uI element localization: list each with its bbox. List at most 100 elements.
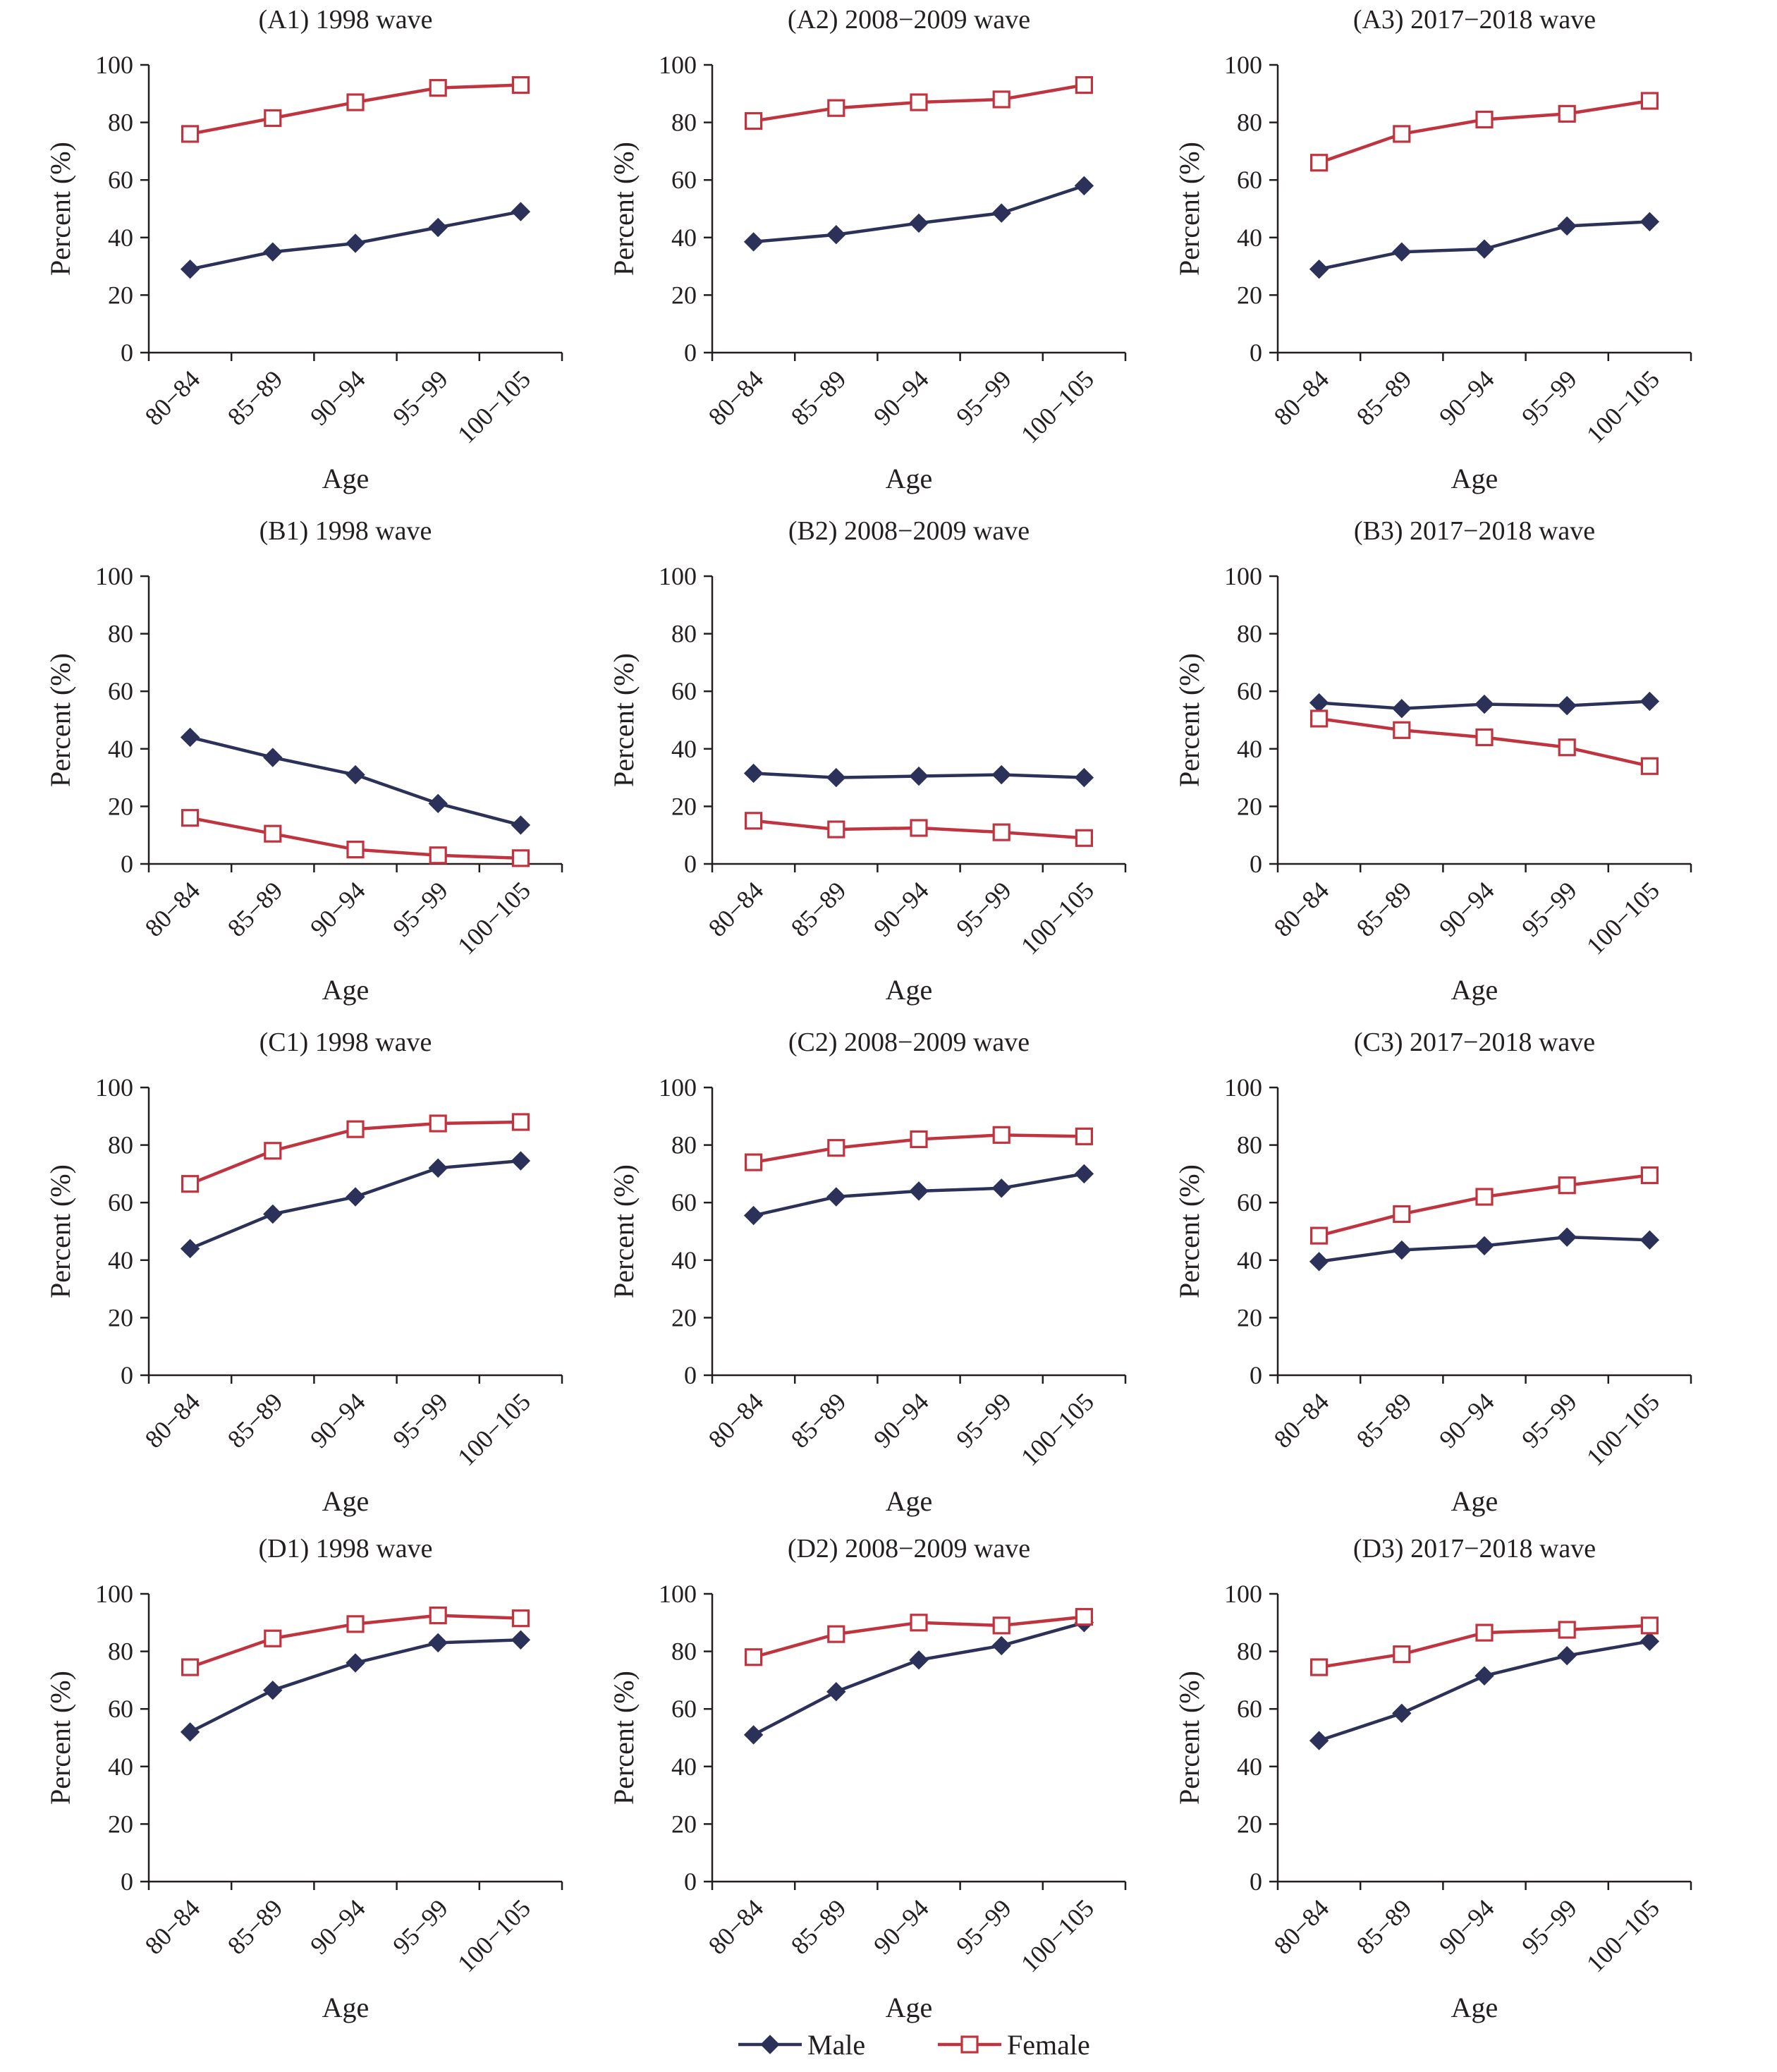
y-tick-label: 0	[684, 339, 697, 367]
x-tick-label: 90−94	[1434, 876, 1500, 942]
male-data-point	[1474, 1236, 1494, 1256]
x-tick-label: 90−94	[868, 1894, 934, 1960]
y-tick-label: 80	[671, 109, 697, 137]
y-tick-label: 80	[108, 1131, 133, 1159]
chart-panel: (D2) 2008−2009 wave 0 20 40 60 80 100 80−84 85−8…	[608, 1534, 1127, 2023]
y-tick-label: 80	[671, 1131, 697, 1159]
x-axis-label: Age	[886, 1485, 933, 1517]
female-data-point	[181, 1175, 200, 1193]
male-data-point	[428, 793, 448, 814]
female-data-point	[992, 90, 1010, 109]
chart-title: (D1) 1998 wave	[259, 1534, 433, 1564]
female-data-point	[181, 809, 200, 827]
male-data-point	[346, 764, 365, 785]
female-data-point	[346, 1615, 365, 1633]
female-data-point	[744, 1648, 763, 1666]
female-data-point	[1640, 1616, 1659, 1635]
y-tick-label: 60	[1237, 166, 1262, 194]
female-data-point	[264, 109, 282, 128]
chart-panel: (B2) 2008−2009 wave 0 20 40 60 80 100 80−84 85−8…	[608, 516, 1127, 1006]
y-tick-label: 60	[108, 677, 133, 705]
y-tick-label: 60	[108, 166, 133, 194]
y-axis-label: Percent (%)	[608, 1164, 640, 1298]
chart-panel: (C2) 2008−2009 wave 0 20 40 60 80 100 80−84 85−8…	[608, 1028, 1127, 1517]
x-axis-label: Age	[886, 1992, 933, 2023]
x-tick-label: 100−105	[1581, 1894, 1665, 1977]
male-data-point	[1074, 767, 1094, 788]
female-data-point	[429, 846, 447, 865]
male-data-point	[826, 767, 846, 788]
chart-panel: (C1) 1998 wave 0 20 40 60 80 100 80−84 85−89 90−9…	[44, 1028, 563, 1517]
y-tick-label: 0	[121, 339, 133, 367]
x-tick-label: 90−94	[868, 365, 934, 431]
x-tick-label: 90−94	[1434, 1894, 1500, 1960]
x-tick-label: 100−105	[1015, 1894, 1099, 1977]
female-series-line	[1318, 99, 1650, 164]
female-data-point	[1309, 709, 1329, 728]
male-data-point	[991, 203, 1011, 223]
male-data-point	[909, 1650, 929, 1670]
legend-marker-male	[760, 2035, 780, 2054]
female-data-point	[1558, 1176, 1576, 1195]
male-data-point	[180, 1722, 200, 1742]
male-series-line	[1318, 1640, 1650, 1743]
chart-title: (D2) 2008−2009 wave	[788, 1534, 1030, 1564]
y-tick-label: 100	[1224, 562, 1262, 590]
y-axis-label: Percent (%)	[608, 1671, 640, 1805]
x-tick-label: 80−84	[1269, 876, 1335, 942]
y-tick-label: 60	[108, 1188, 133, 1217]
x-tick-label: 95−99	[951, 1387, 1017, 1454]
y-tick-label: 40	[108, 224, 133, 252]
y-tick-label: 0	[1250, 850, 1262, 878]
x-axis-label: Age	[322, 1485, 370, 1517]
x-tick-label: 95−99	[387, 876, 453, 942]
chart-panel: (D1) 1998 wave 0 20 40 60 80 100 80−84 85−89 90−9…	[44, 1534, 563, 2023]
male-data-point	[263, 748, 283, 767]
female-data-point	[1309, 1226, 1329, 1245]
y-tick-label: 0	[684, 1867, 697, 1896]
y-tick-label: 100	[1224, 1073, 1262, 1102]
x-tick-label: 100−105	[452, 1894, 536, 1977]
x-tick-label: 80−84	[1269, 1894, 1335, 1960]
female-data-point	[511, 1113, 530, 1131]
y-tick-label: 0	[1250, 1867, 1262, 1896]
x-tick-label: 100−105	[1581, 365, 1665, 449]
female-data-point	[264, 824, 282, 843]
female-data-point	[992, 1616, 1010, 1635]
y-tick-label: 40	[671, 735, 697, 763]
x-tick-label: 90−94	[868, 1387, 934, 1454]
x-tick-label: 80−84	[703, 1387, 769, 1454]
y-tick-label: 20	[1237, 792, 1262, 820]
y-axis-label: Percent (%)	[1173, 1671, 1205, 1805]
x-tick-label: 95−99	[1516, 876, 1582, 942]
y-tick-label: 80	[671, 1638, 697, 1666]
x-tick-label: 85−89	[786, 876, 852, 942]
male-data-point	[428, 217, 448, 238]
female-data-point	[744, 111, 763, 130]
female-data-point	[1475, 110, 1494, 129]
female-data-point	[827, 1625, 845, 1643]
male-data-point	[743, 763, 764, 784]
male-data-point	[511, 815, 531, 835]
male-data-point	[1639, 1631, 1660, 1652]
male-data-point	[428, 1158, 448, 1178]
male-data-point	[428, 1633, 448, 1653]
y-axis-label: Percent (%)	[1173, 142, 1205, 276]
female-data-point	[1075, 75, 1094, 95]
female-data-point	[992, 1126, 1010, 1144]
x-tick-label: 85−89	[786, 365, 852, 431]
x-tick-label: 100−105	[1581, 1387, 1665, 1471]
x-axis-label: Age	[886, 463, 933, 494]
male-data-point	[1639, 691, 1660, 712]
male-data-point	[1557, 695, 1577, 716]
male-data-point	[1392, 1240, 1412, 1260]
female-data-point	[1393, 1205, 1411, 1224]
x-tick-label: 80−84	[140, 1894, 206, 1960]
female-data-point	[1075, 1127, 1094, 1145]
male-data-point	[1392, 1703, 1412, 1724]
y-tick-label: 20	[671, 1303, 697, 1331]
male-data-point	[263, 242, 283, 262]
female-data-point	[1393, 125, 1411, 143]
female-data-point	[1640, 757, 1659, 775]
female-data-point	[910, 819, 928, 837]
